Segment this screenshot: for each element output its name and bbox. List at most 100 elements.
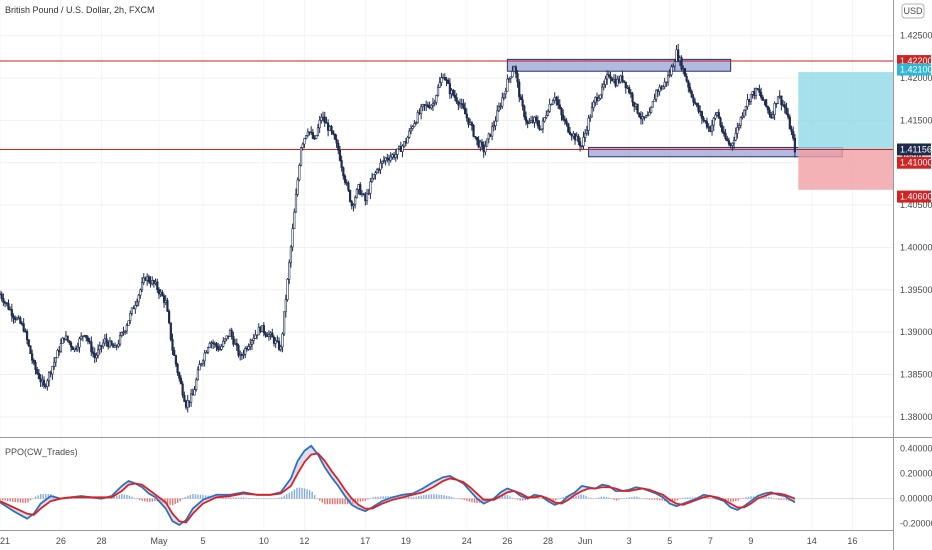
- candle-body: [264, 332, 267, 336]
- candle-body: [655, 89, 658, 100]
- ppo-histogram-bar: [600, 496, 603, 499]
- candle-body: [751, 91, 754, 95]
- candle-body: [467, 117, 470, 125]
- candle-body: [179, 377, 183, 385]
- candle-body: [19, 317, 22, 324]
- candle-body: [210, 342, 213, 344]
- candle-body: [289, 246, 293, 264]
- ppo-histogram-bar: [169, 498, 171, 505]
- candle-body: [609, 75, 612, 80]
- ppo-y-tick-label: 0.20000: [900, 468, 932, 478]
- candle-body: [590, 107, 594, 118]
- currency-badge-box[interactable]: [901, 3, 925, 19]
- ppo-histogram-bar: [123, 494, 126, 499]
- candle-body: [367, 192, 370, 195]
- candle-body: [535, 116, 538, 121]
- candle-body: [766, 106, 769, 111]
- ppo-histogram-bar: [182, 498, 184, 500]
- candle-body: [161, 291, 164, 297]
- candle-body: [254, 334, 257, 339]
- candle-body: [59, 343, 62, 352]
- ppo-histogram-bar: [651, 498, 653, 500]
- candle-body: [763, 99, 766, 101]
- candle-body: [793, 137, 797, 153]
- candle-body: [641, 116, 644, 120]
- candle-body: [477, 139, 480, 148]
- candle-body: [785, 107, 788, 115]
- ppo-histogram-bar: [466, 498, 468, 501]
- ppo-histogram-bar: [732, 498, 734, 502]
- candle-body: [700, 111, 703, 119]
- candle-body: [108, 340, 112, 348]
- candle-body: [80, 335, 83, 340]
- candle-body: [152, 280, 156, 284]
- candle-body: [14, 317, 17, 320]
- candle-body: [218, 349, 221, 351]
- ppo-histogram-bar: [763, 496, 765, 499]
- candle-body: [661, 86, 665, 90]
- currency-label: USD: [903, 6, 923, 16]
- candle-body: [399, 146, 402, 152]
- ppo-histogram-bar: [222, 496, 225, 499]
- candle-body: [458, 103, 462, 106]
- ppo-histogram-bar: [149, 498, 151, 502]
- ppo-histogram-bar: [539, 498, 542, 499]
- ppo-histogram-bar: [316, 498, 318, 500]
- candle-body: [293, 211, 296, 229]
- candle-body: [472, 124, 475, 137]
- ppo-histogram-bar: [12, 498, 14, 502]
- ppo-histogram-bar: [473, 498, 476, 503]
- candle-body: [692, 96, 695, 103]
- x-tick-label: 16: [847, 536, 857, 546]
- candle-body: [729, 143, 732, 146]
- candle-body: [29, 345, 32, 354]
- candle-body: [565, 120, 568, 124]
- ppo-histogram-bar: [189, 494, 192, 499]
- x-tick-label: 3: [627, 536, 632, 546]
- candle-body: [638, 112, 641, 117]
- candle-body: [606, 74, 609, 80]
- candle-body: [365, 193, 369, 202]
- candle-body: [31, 353, 34, 361]
- currency-badge[interactable]: USD: [901, 3, 925, 19]
- candle-body: [563, 119, 566, 122]
- x-tick-label: 5: [667, 536, 672, 546]
- ppo-histogram-bar: [344, 498, 346, 505]
- candle-body: [722, 131, 725, 134]
- candle-body: [34, 362, 37, 370]
- candle-body: [597, 98, 600, 102]
- candle-body: [683, 68, 687, 77]
- candle-body: [103, 338, 106, 344]
- ppo-y-tick-label: 0.00000: [900, 494, 932, 504]
- ppo-histogram-bar: [4, 498, 6, 501]
- candle-body: [127, 320, 130, 326]
- ppo-histogram-bar: [268, 498, 270, 500]
- y-tick-label: 1.40500: [900, 200, 932, 210]
- main-panel[interactable]: [0, 44, 893, 413]
- candle-body: [682, 68, 685, 70]
- candle-body: [122, 331, 125, 334]
- ppo-histogram-bar: [585, 496, 587, 499]
- ppo-histogram-bar: [428, 494, 430, 499]
- candle-body: [328, 126, 331, 131]
- ppo-histogram-bar: [34, 496, 37, 499]
- candle-body: [37, 373, 40, 379]
- candle-body: [656, 89, 660, 92]
- ppo-histogram-bar: [506, 495, 509, 499]
- ppo-histogram-bar: [253, 498, 255, 499]
- candle-body: [36, 369, 39, 374]
- ppo-histogram-bar: [468, 498, 471, 502]
- ppo-histogram-bar: [37, 495, 39, 499]
- candle-body: [673, 61, 676, 67]
- ppo-panel[interactable]: [0, 444, 893, 527]
- ppo-histogram-bar: [582, 494, 585, 499]
- candle-body: [308, 131, 311, 134]
- candle-body: [227, 335, 230, 337]
- candle-body: [91, 351, 95, 354]
- ppo-histogram-bar: [405, 496, 407, 499]
- ppo-histogram-bar: [554, 498, 557, 501]
- candle-body: [190, 393, 193, 403]
- ppo-histogram-bar: [461, 498, 463, 500]
- candle-body: [61, 337, 64, 344]
